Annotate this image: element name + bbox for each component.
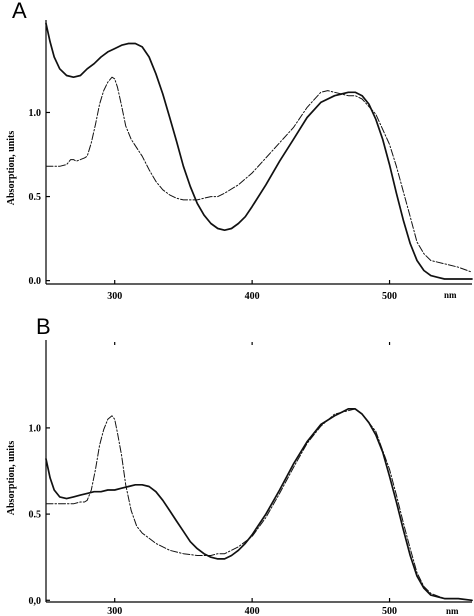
panel-b-x-tick-label: 300: [107, 606, 122, 616]
panel-b-x-tick-label: 400: [245, 606, 260, 616]
panel-a-y-tick-label: 0.0: [29, 276, 42, 287]
panel-a-series: [45, 22, 473, 280]
panel-a-y-axis-label: Absorption, units: [6, 131, 17, 206]
panel-b-series-dash-dot-line: [45, 408, 473, 601]
panel-a-y-ticks: 0.0 0.5 1.0: [29, 108, 50, 287]
panel-a-x-unit-label: nm: [444, 290, 457, 300]
panel-a-series-dash-dot-line: [45, 76, 473, 273]
panel-a-series-solid-line: [45, 22, 473, 280]
panel-b-x-unit-label: nm: [446, 606, 459, 616]
panel-b: B Absorption, units 300 400 500 0,00.51.0 …: [6, 314, 473, 616]
panel-b-x-tick-label: 500: [382, 606, 397, 616]
panel-a-x-tick-label: 500: [382, 291, 397, 302]
panel-b-y-tick-label: 0.5: [29, 510, 42, 521]
panel-a-letter: A: [12, 0, 27, 23]
panel-a-y-tick-label: 0.5: [29, 192, 42, 203]
panel-b-y-axis-label: Absorption, units: [6, 441, 17, 516]
panel-b-y-tick-label: 1.0: [29, 423, 42, 434]
panel-b-x-ticks: 300 400 500: [107, 342, 397, 616]
panel-a-y-tick-label: 1.0: [29, 108, 42, 119]
panel-b-series: [45, 408, 473, 602]
panel-b-series-solid-line: [45, 408, 473, 602]
panel-a: A Absorption, units 300 400 500 0.00.51.0 …: [6, 0, 473, 302]
panel-a-x-tick-label: 300: [107, 291, 122, 302]
panel-b-letter: B: [36, 314, 51, 339]
panel-a-x-tick-label: 400: [245, 291, 260, 302]
panel-a-x-ticks: 300 400 500: [107, 280, 397, 302]
panel-b-y-ticks: 0,0 0.5 1.0: [29, 423, 50, 607]
panel-b-y-tick-label: 0,0: [29, 596, 42, 607]
